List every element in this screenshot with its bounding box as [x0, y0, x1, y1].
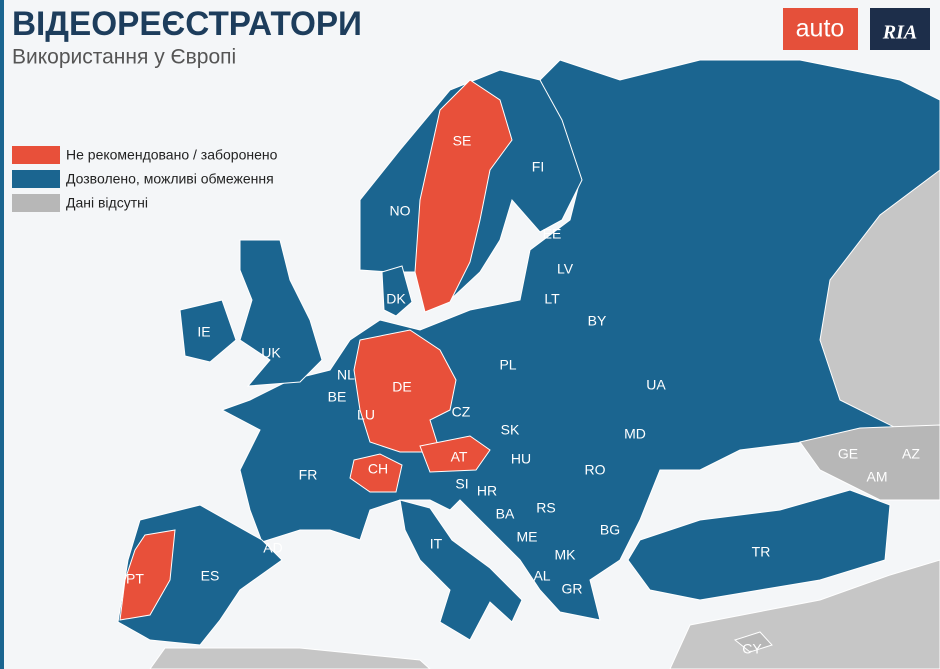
country-label: AM — [867, 469, 888, 485]
country-label: EE — [543, 226, 562, 242]
legend: Не рекомендовано / заборонено Дозволено, … — [12, 146, 278, 212]
land-shape — [149, 647, 431, 669]
country-label: BE — [328, 389, 347, 405]
country-label: SE — [453, 133, 472, 149]
country-label: SI — [455, 476, 468, 492]
country-label: BY — [588, 313, 607, 329]
land-shape — [799, 424, 940, 501]
country-label: MD — [624, 426, 646, 442]
country-label: TR — [752, 544, 771, 560]
country-label: LU — [357, 407, 375, 423]
country-label: BG — [600, 522, 620, 538]
country-label: MK — [555, 547, 577, 563]
country-label: ES — [201, 568, 220, 584]
title: ВІДЕОРЕЄСТРАТОРИ — [12, 5, 362, 43]
country-label: AD — [263, 540, 282, 556]
country-label: CH — [368, 461, 388, 477]
country-label: SK — [501, 422, 520, 438]
land-shape — [627, 489, 891, 601]
country-label: UA — [646, 377, 666, 393]
country-label: FR — [299, 467, 318, 483]
country-label: LT — [544, 291, 560, 307]
legend-swatch — [12, 194, 60, 212]
country-label: DE — [392, 379, 411, 395]
country-label: IT — [430, 536, 443, 552]
subtitle: Використання у Європі — [12, 46, 236, 69]
country-label: AL — [533, 568, 550, 584]
country-label: HR — [477, 483, 497, 499]
logo-box — [783, 8, 858, 50]
country-label: HU — [511, 451, 531, 467]
legend-label: Дані відсутні — [66, 195, 148, 211]
country-label: GR — [562, 581, 583, 597]
country-label: NL — [337, 367, 355, 383]
land-shape — [414, 79, 513, 313]
land-shape — [349, 453, 403, 493]
country-label: AZ — [902, 446, 920, 462]
land — [117, 59, 940, 669]
land-shape — [239, 239, 323, 387]
legend-swatch — [12, 146, 60, 164]
land-shape — [399, 499, 523, 641]
country-label: DK — [386, 291, 406, 307]
country-label: PT — [126, 571, 144, 587]
land-shape — [419, 435, 491, 473]
country-label: FI — [532, 159, 544, 175]
country-label: IE — [197, 324, 210, 340]
land-shape — [353, 329, 457, 453]
country-label: PL — [499, 357, 516, 373]
country-label: CZ — [452, 404, 471, 420]
country-label: GE — [838, 446, 858, 462]
land-shape — [733, 631, 773, 653]
country-label: RS — [536, 500, 555, 516]
country-label: RO — [585, 462, 606, 478]
country-label: LV — [557, 261, 574, 277]
logo-auto: auto — [796, 15, 845, 43]
country-label: ME — [517, 529, 538, 545]
country-label: BA — [496, 506, 515, 522]
country-labels: SE FI NO EE LV LT DK BY IE UK PL NL DE UA BE LU CZ SK MD FR… — [126, 133, 920, 657]
left-edge — [0, 0, 4, 669]
legend-label: Не рекомендовано / заборонено — [66, 147, 278, 163]
country-label: AT — [451, 449, 468, 465]
land-shape — [381, 265, 413, 317]
land-shape — [119, 529, 176, 621]
land-shape — [179, 299, 237, 363]
logo-box — [870, 8, 930, 50]
logo-ria: RIA — [882, 22, 917, 44]
country-label: CY — [742, 641, 762, 657]
country-label: UK — [261, 345, 281, 361]
legend-swatch — [12, 170, 60, 188]
legend-label: Дозволено, можливі обмеження — [66, 171, 274, 187]
country-label: NO — [390, 203, 411, 219]
